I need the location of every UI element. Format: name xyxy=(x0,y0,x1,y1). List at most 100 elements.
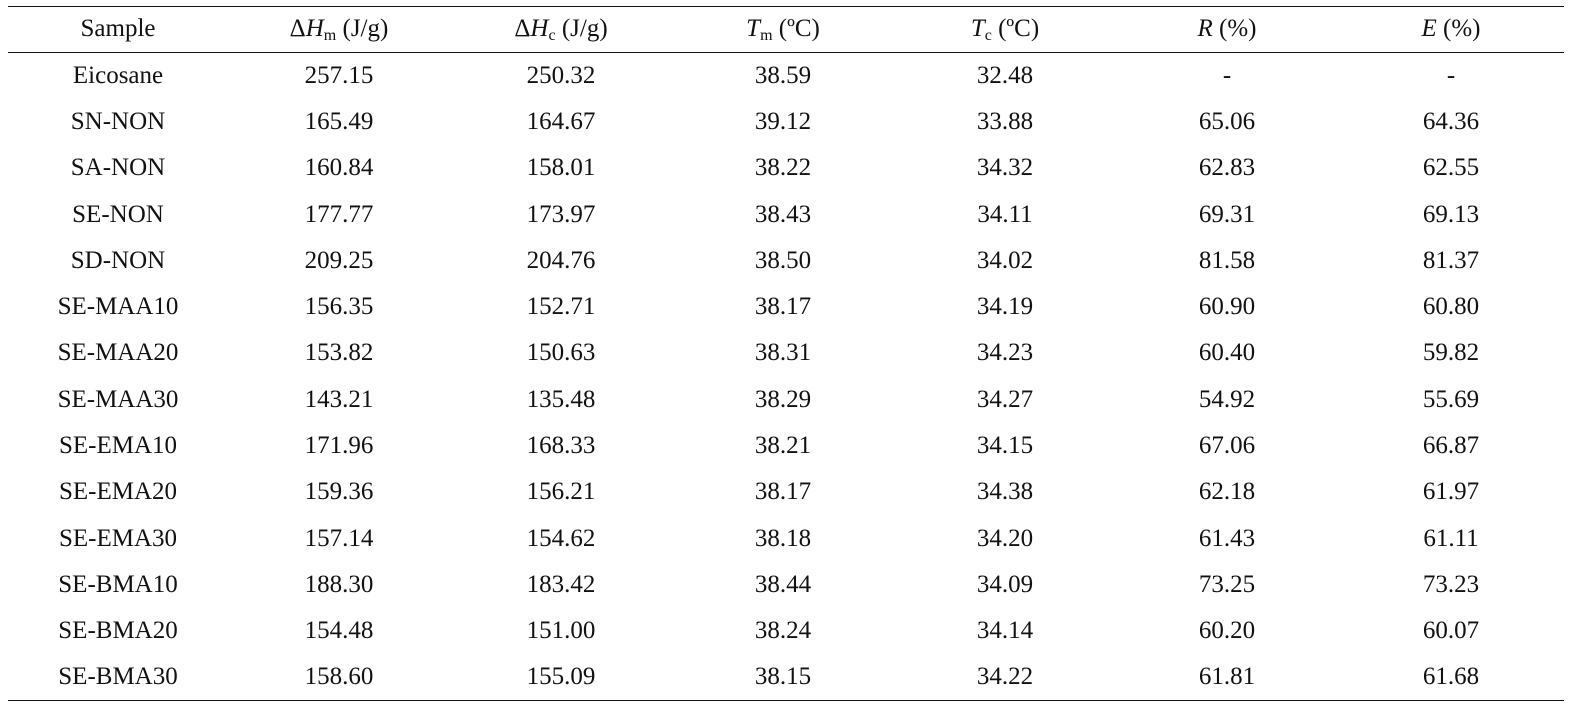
sample-name-cell: SE-MAA20 xyxy=(57,339,179,367)
value-cell: 64.36 xyxy=(1422,107,1480,135)
value-cell: 34.14 xyxy=(976,617,1034,645)
value-cell: 62.83 xyxy=(1198,154,1256,182)
value-cell: 69.13 xyxy=(1422,200,1480,228)
value-cell: 156.21 xyxy=(526,478,596,506)
value-cell: 60.80 xyxy=(1422,293,1480,321)
value-cell: 159.36 xyxy=(304,478,374,506)
value-cell: 158.60 xyxy=(228,654,450,702)
value-cell: 155.09 xyxy=(450,654,672,702)
column-header-symbol: H xyxy=(305,14,324,42)
value-cell: 38.43 xyxy=(754,200,812,228)
value-cell: 69.31 xyxy=(1198,200,1256,228)
value-cell: 160.84 xyxy=(304,154,374,182)
table-row: SE-EMA10 171.96 168.33 38.21 34.15 67.06 66.87 xyxy=(8,423,1564,469)
column-header: ΔHm (J/g) xyxy=(228,6,450,53)
value-cell: 38.29 xyxy=(754,385,812,413)
column-header-symbol: E xyxy=(1421,14,1437,42)
sample-name-cell: SE-BMA20 xyxy=(58,617,178,645)
value-cell: 34.20 xyxy=(976,524,1034,552)
value-cell: 34.11 xyxy=(977,200,1033,228)
table-row: Eicosane 257.15 250.32 38.59 32.48 - - xyxy=(8,53,1564,99)
value-cell: 164.67 xyxy=(526,107,596,135)
table-body: Eicosane 257.15 250.32 38.59 32.48 - - SN-NON 16… xyxy=(8,53,1564,702)
value-cell: 39.12 xyxy=(754,107,812,135)
value-cell: 150.63 xyxy=(526,339,596,367)
value-cell: 67.06 xyxy=(1198,432,1256,460)
value-cell: 157.14 xyxy=(304,524,374,552)
column-header-unit: (J/g) xyxy=(336,14,389,42)
value-cell: 38.17 xyxy=(754,293,812,321)
table-row: SE-NON 177.77 173.97 38.43 34.11 69.31 69.13 xyxy=(8,191,1564,237)
sample-name-cell: SE-NON xyxy=(72,200,164,228)
value-cell: - xyxy=(1222,61,1232,89)
table-row: SE-MAA10 156.35 152.71 38.17 34.19 60.90 60.80 xyxy=(8,284,1564,330)
value-cell: 62.55 xyxy=(1422,154,1480,182)
sample-name-cell: SE-BMA30 xyxy=(8,654,228,702)
value-cell: 61.97 xyxy=(1422,478,1480,506)
thermal-properties-table: Sample ΔHm (J/g) ΔHc (J/g) Tm (ºC) Tc (ºC) R … xyxy=(8,6,1564,702)
value-cell: 152.71 xyxy=(526,293,596,321)
column-header: ΔHc (J/g) xyxy=(450,6,672,53)
value-cell: 38.44 xyxy=(754,570,812,598)
sample-name-cell: Eicosane xyxy=(72,61,164,89)
table-row: SD-NON 209.25 204.76 38.50 34.02 81.58 81.37 xyxy=(8,238,1564,284)
table-row: SE-MAA30 143.21 135.48 38.29 34.27 54.92 55.69 xyxy=(8,377,1564,423)
value-cell: 209.25 xyxy=(304,246,374,274)
value-cell: 60.40 xyxy=(1198,339,1256,367)
column-header-symbol: R xyxy=(1197,14,1213,42)
value-cell: 73.23 xyxy=(1422,570,1480,598)
value-cell: 34.02 xyxy=(976,246,1034,274)
value-cell: 34.15 xyxy=(976,432,1034,460)
column-header-unit: (J/g) xyxy=(555,14,608,42)
value-cell: 55.69 xyxy=(1422,385,1480,413)
sample-name-cell: SE-MAA30 xyxy=(57,385,179,413)
value-cell: 54.92 xyxy=(1198,385,1256,413)
value-cell: 188.30 xyxy=(304,570,374,598)
value-cell: 158.01 xyxy=(526,154,596,182)
column-header-unit: (ºC) xyxy=(991,14,1040,42)
value-cell: 153.82 xyxy=(304,339,374,367)
value-cell: 165.49 xyxy=(304,107,374,135)
value-cell: 143.21 xyxy=(304,385,374,413)
value-cell: 62.18 xyxy=(1198,478,1256,506)
value-cell: 60.20 xyxy=(1198,617,1256,645)
column-header-subscript: c xyxy=(984,26,992,44)
sample-name-cell: SE-EMA30 xyxy=(58,524,178,552)
value-cell: 38.18 xyxy=(754,524,812,552)
sample-name-cell: SD-NON xyxy=(70,246,166,274)
value-cell: 34.22 xyxy=(894,654,1116,702)
value-cell: 73.25 xyxy=(1198,570,1256,598)
value-cell: 38.22 xyxy=(754,154,812,182)
value-cell: 38.50 xyxy=(754,246,812,274)
column-header-symbol: T xyxy=(746,14,761,42)
value-cell: 34.32 xyxy=(976,154,1034,182)
value-cell: 38.21 xyxy=(754,432,812,460)
value-cell: 173.97 xyxy=(526,200,596,228)
value-cell: 59.82 xyxy=(1422,339,1480,367)
column-header-subscript: m xyxy=(760,26,773,44)
value-cell: 81.37 xyxy=(1422,246,1480,274)
sample-name-cell: SE-EMA10 xyxy=(58,432,178,460)
value-cell: 60.07 xyxy=(1422,617,1480,645)
value-cell: 154.62 xyxy=(526,524,596,552)
column-header: Sample xyxy=(8,6,228,53)
table-row: SE-BMA20 154.48 151.00 38.24 34.14 60.20 60.07 xyxy=(8,608,1564,654)
value-cell: 168.33 xyxy=(526,432,596,460)
value-cell: 61.43 xyxy=(1198,524,1256,552)
value-cell: 38.15 xyxy=(672,654,894,702)
value-cell: 38.31 xyxy=(754,339,812,367)
value-cell: 156.35 xyxy=(304,293,374,321)
sample-name-cell: SE-BMA10 xyxy=(58,570,178,598)
table-row: SE-BMA30 158.60 155.09 38.15 34.22 61.81 61.68 xyxy=(8,654,1564,702)
table-row: SN-NON 165.49 164.67 39.12 33.88 65.06 64.36 xyxy=(8,99,1564,145)
value-cell: 60.90 xyxy=(1198,293,1256,321)
column-header-unit: (%) xyxy=(1436,14,1481,42)
value-cell: 61.81 xyxy=(1116,654,1338,702)
value-cell: 61.11 xyxy=(1423,524,1479,552)
table-row: SA-NON 160.84 158.01 38.22 34.32 62.83 62.55 xyxy=(8,145,1564,191)
value-cell: 34.23 xyxy=(976,339,1034,367)
column-header-unit: (%) xyxy=(1212,14,1257,42)
column-header-symbol: Sample xyxy=(80,14,156,42)
sample-name-cell: SN-NON xyxy=(70,107,166,135)
value-cell: 38.59 xyxy=(754,61,812,89)
